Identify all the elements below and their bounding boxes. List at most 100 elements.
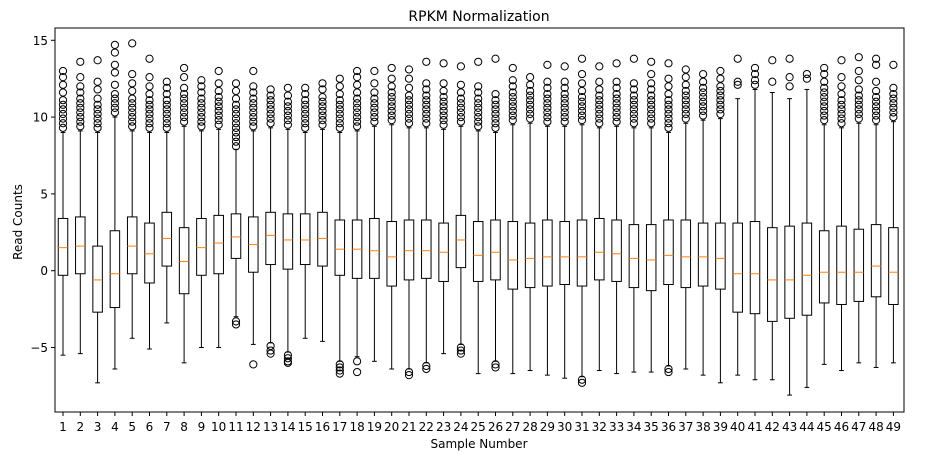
outlier-point <box>370 66 379 76</box>
outlier-point <box>439 102 448 111</box>
outlier-point <box>301 109 310 119</box>
outlier-point <box>577 54 587 63</box>
box-group-17 <box>334 74 346 378</box>
outlier-point <box>889 112 898 122</box>
outlier-point <box>93 114 102 123</box>
outlier-point <box>612 103 621 112</box>
outlier-point <box>231 119 241 128</box>
box-group-8 <box>178 63 190 364</box>
box-iqr <box>317 211 328 267</box>
outlier-point <box>854 96 863 105</box>
box-group-11 <box>230 79 242 329</box>
outlier-point <box>664 100 673 109</box>
box-iqr <box>334 219 346 276</box>
outlier-point <box>595 96 604 105</box>
outlier-point <box>335 74 344 83</box>
box-iqr <box>386 221 397 287</box>
outlier-point <box>128 79 137 88</box>
y-tick-label: 10 <box>33 111 48 125</box>
outlier-point <box>491 96 500 105</box>
outlier-point <box>595 91 604 100</box>
outlier-point <box>577 102 587 111</box>
outlier-point <box>93 105 102 114</box>
box-iqr <box>421 219 432 279</box>
outlier-point <box>93 56 102 65</box>
outlier-point <box>283 354 292 363</box>
outlier-point <box>456 103 465 112</box>
outlier-point <box>664 59 673 68</box>
outlier-point <box>439 111 448 120</box>
outlier-point <box>76 82 85 91</box>
outlier-point <box>491 114 500 123</box>
outlier-point <box>145 114 154 123</box>
outlier-point <box>699 106 708 116</box>
outlier-point <box>145 82 154 91</box>
outlier-point <box>162 96 171 105</box>
outlier-point <box>560 99 569 108</box>
outlier-point <box>785 54 794 63</box>
outlier-point <box>854 91 863 100</box>
outlier-point <box>231 114 241 123</box>
outlier-point <box>854 105 863 114</box>
outlier-point <box>110 68 120 77</box>
outlier-point <box>58 105 68 114</box>
outlier-point <box>595 77 604 86</box>
outlier-point <box>353 99 362 108</box>
outlier-point <box>854 109 863 119</box>
outlier-point <box>128 39 137 48</box>
box-group-15 <box>299 83 311 339</box>
outlier-point <box>128 99 137 108</box>
outlier-point <box>249 99 258 108</box>
outlier-point <box>699 111 708 120</box>
outlier-point <box>629 105 639 114</box>
x-tick-label: 12 <box>246 420 261 434</box>
outlier-point <box>353 117 362 126</box>
outlier-point <box>301 96 310 105</box>
plot-frame <box>54 27 905 413</box>
outlier-point <box>820 93 829 102</box>
outlier-point <box>560 117 569 126</box>
outlier-point <box>162 100 171 109</box>
outlier-point <box>577 97 587 106</box>
outlier-point <box>664 119 673 128</box>
outlier-point <box>301 89 310 99</box>
outlier-point <box>422 79 431 88</box>
outlier-point <box>854 85 863 94</box>
outlier-point <box>681 96 690 105</box>
outlier-point <box>266 96 275 105</box>
outlier-point <box>318 111 327 120</box>
outlier-point <box>577 106 587 116</box>
outlier-point <box>543 117 552 126</box>
x-tick-label: 33 <box>609 420 624 434</box>
outlier-point <box>889 60 898 69</box>
outlier-point <box>716 96 725 105</box>
outlier-point <box>872 116 881 125</box>
outlier-point <box>716 109 725 119</box>
box-group-34 <box>628 54 640 373</box>
x-tick-label: 10 <box>211 420 226 434</box>
outlier-point <box>647 69 656 79</box>
outlier-point <box>58 114 68 123</box>
outlier-point <box>664 96 673 105</box>
x-tick-label: 49 <box>886 420 901 434</box>
x-tick-label: 3 <box>94 420 102 434</box>
outlier-point <box>681 109 690 119</box>
outlier-point <box>318 102 327 111</box>
outlier-point <box>699 83 708 93</box>
outlier-point <box>301 105 310 114</box>
outlier-point <box>595 119 604 128</box>
outlier-point <box>768 56 777 65</box>
outlier-point <box>266 105 275 114</box>
outlier-point <box>750 76 760 85</box>
outlier-point <box>318 97 327 106</box>
box-iqr <box>455 214 467 269</box>
outlier-point <box>508 106 517 116</box>
outlier-point <box>629 91 639 100</box>
outlier-point <box>128 122 137 131</box>
outlier-point <box>231 100 241 109</box>
outlier-point <box>647 114 656 123</box>
outlier-point <box>750 69 760 79</box>
box-group-27 <box>507 63 519 375</box>
box-iqr <box>57 217 69 276</box>
outlier-point <box>353 80 362 89</box>
